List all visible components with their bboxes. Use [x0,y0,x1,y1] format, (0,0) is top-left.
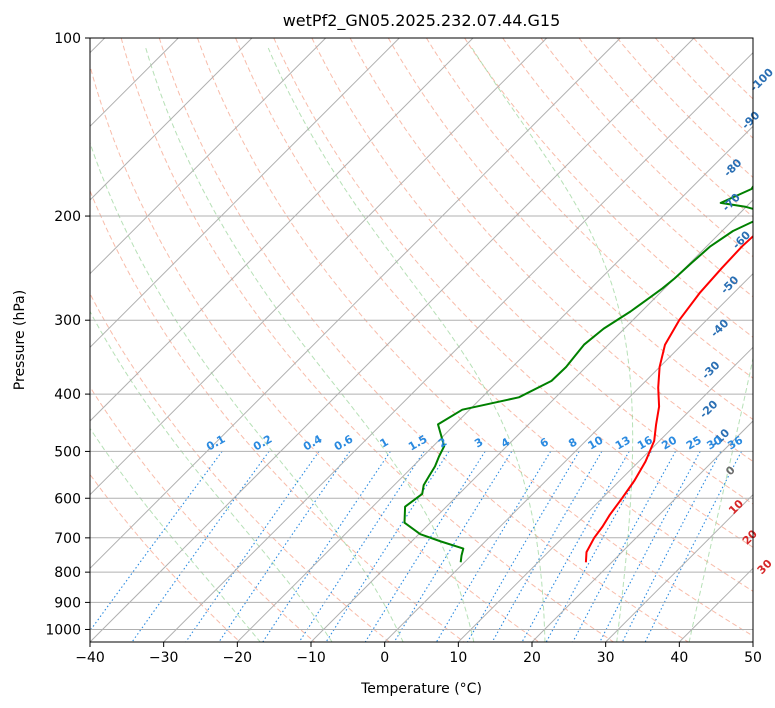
x-tick-label: 50 [744,650,762,666]
isotherm-line [90,38,474,422]
mixing-ratio-line [185,451,320,642]
dry-adiabat [273,38,753,548]
isotherm-line [384,272,753,642]
dry-adiabat [349,38,753,463]
x-tick-label: 0 [380,650,389,666]
x-tick-label: 40 [670,650,688,666]
isotherm-line [90,38,621,570]
x-tick-label: 10 [449,650,467,666]
mixing-ratio-line [90,451,223,632]
x-tick-label: 20 [523,650,541,666]
isotherm-line [90,38,327,275]
x-tick-label: −10 [296,650,326,666]
moist-adiabat [145,47,475,642]
mixing-ratio-line [491,451,603,642]
dry-adiabat [90,385,316,642]
dry-adiabat [120,38,614,642]
isotherm-line [90,38,548,496]
mixing-ratio-line [364,451,486,642]
y-tick-label: 500 [54,444,81,460]
x-tick-label: 30 [597,650,615,666]
chart-title: wetPf2_GN05.2025.232.07.44.G15 [283,11,561,31]
dry-adiabat [425,38,753,379]
dry-adiabat [90,292,390,642]
moist-adiabat [267,47,546,642]
isotherm-line [90,38,253,201]
y-tick-label: 100 [54,31,81,47]
axes: −40 −30 −20 −10 0 10 20 30 40 50 100 200 300 400 500 60… [45,31,762,666]
isotherm-line [531,420,753,642]
dry-adiabat [616,38,753,179]
mixing-ratio-line [621,451,722,642]
y-tick-label: 900 [54,595,81,611]
isotherm-line [236,125,753,642]
x-tick-label: −20 [223,650,253,666]
profile-lines [403,184,753,563]
dewpoint-line [403,184,753,563]
dry-adiabat [235,38,753,592]
y-axis-label: Pressure (hPa) [12,290,28,390]
x-axis-label: Temperature (°C) [360,681,482,697]
y-tick-label: 700 [54,531,81,547]
moist-adiabat [90,427,261,642]
isotherm-line [90,38,400,349]
moist-adiabat [90,141,404,642]
dry-adiabat [158,38,689,642]
curve-label: 40 [773,583,775,603]
y-tick-label: 300 [54,313,81,329]
mixing-ratio-line [572,451,676,642]
y-tick-label: 200 [54,209,81,225]
dry-adiabat [311,38,753,505]
isotherm-line [90,38,695,642]
y-tick-label: 800 [54,565,81,581]
x-tick-label: −40 [75,650,105,666]
y-tick-label: 600 [54,491,81,507]
moist-adiabat [688,356,753,642]
dry-adiabat [540,38,753,258]
mixing-ratio-line [599,451,701,642]
plot-frame [89,37,754,643]
mixing-ratio-line [644,451,742,642]
background-lines [90,38,753,642]
y-tick-label: 400 [54,387,81,403]
isotherm-line [163,51,753,642]
temperature-line [584,234,753,563]
isotherm-line [605,493,753,642]
mixing-ratio-line [545,451,652,642]
moist-adiabat [471,47,634,642]
dry-adiabat [387,38,753,421]
dry-adiabat [502,38,753,298]
mixing-ratio-line [218,451,351,642]
isotherm-line [310,199,753,642]
mixing-ratio-line [262,451,391,642]
x-tick-label: −30 [149,650,179,666]
y-tick-label: 1000 [45,622,81,638]
dry-adiabat [90,64,540,642]
isotherm-line [457,346,753,642]
plot-area [90,38,753,642]
